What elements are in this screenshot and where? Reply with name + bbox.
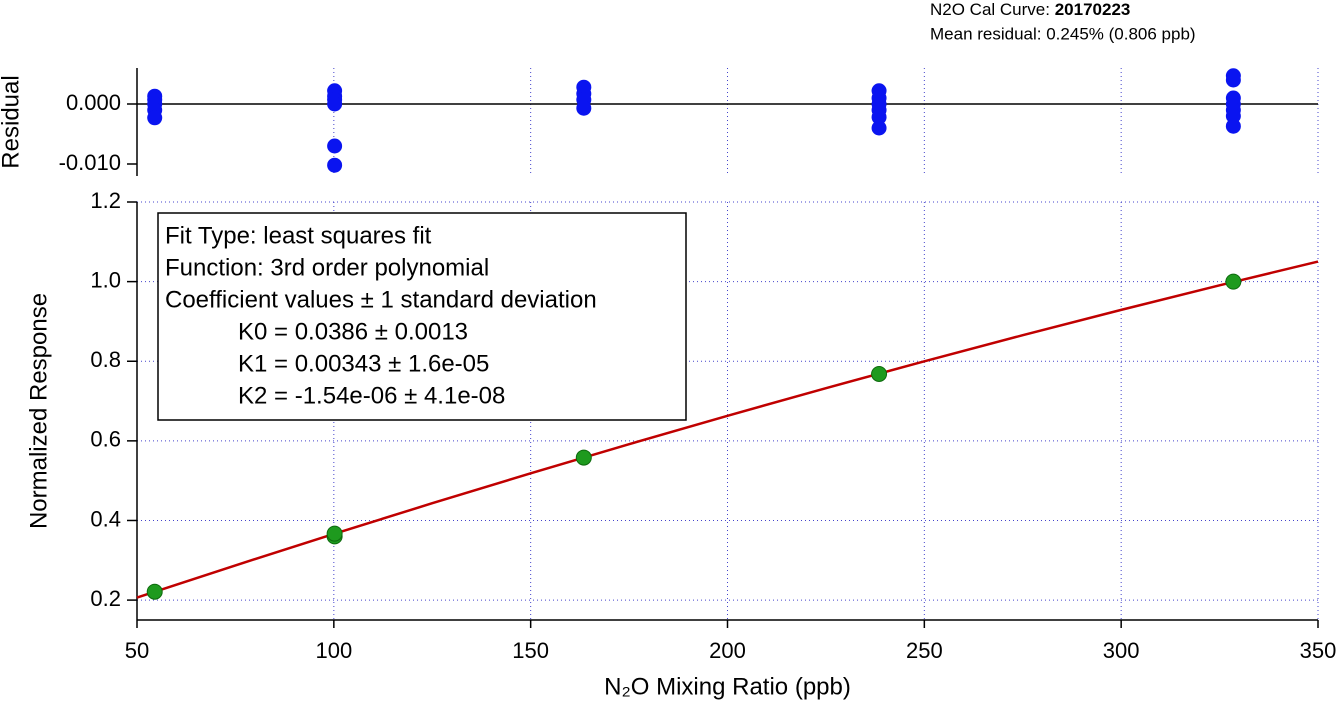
residual-point (576, 100, 592, 116)
residual-point (1225, 118, 1241, 134)
y-tick-label: 1.2 (90, 188, 121, 213)
y-tick-label: 0.000 (66, 90, 121, 115)
residual-point (147, 110, 163, 126)
y-tick-label: 1.0 (90, 267, 121, 292)
x-tick-label: 300 (1103, 638, 1140, 663)
x-axis-label: N₂O Mixing Ratio (ppb) (604, 673, 851, 700)
residual-point (327, 96, 343, 112)
residual-point (871, 109, 887, 125)
annotation-line: K2 = -1.54e-06 ± 4.1e-08 (238, 382, 505, 409)
residual-point (1225, 72, 1241, 88)
data-point (871, 365, 888, 382)
subtitle: Mean residual: 0.245% (0.806 ppb) (930, 24, 1196, 43)
residual-point (871, 120, 887, 136)
annotation-box (157, 212, 687, 421)
x-tick-label: 250 (906, 638, 943, 663)
annotation-line: Function: 3rd order polynomial (165, 254, 489, 281)
x-tick-label: 50 (125, 638, 149, 663)
y-tick-label: -0.010 (59, 150, 121, 175)
y-tick-label: 0.2 (90, 586, 121, 611)
residual-point (327, 157, 343, 173)
annotation-line: K0 = 0.0386 ± 0.0013 (238, 318, 468, 345)
x-tick-label: 350 (1300, 638, 1337, 663)
data-point (575, 449, 592, 466)
title: N2O Cal Curve: 20170223 (930, 0, 1130, 19)
y-axis-label: Residual (0, 75, 24, 168)
x-tick-label: 200 (709, 638, 746, 663)
data-point (146, 583, 163, 600)
x-tick-label: 150 (512, 638, 549, 663)
data-point (326, 525, 343, 542)
y-tick-label: 0.8 (90, 347, 121, 372)
y-tick-label: 0.6 (90, 427, 121, 452)
annotation-line: Coefficient values ± 1 standard deviatio… (165, 286, 597, 313)
annotation-line: Fit Type: least squares fit (165, 222, 432, 249)
data-point (1225, 273, 1242, 290)
y-axis-label: Normalized Response (25, 293, 52, 529)
title-prefix: N2O Cal Curve: (930, 0, 1050, 19)
y-tick-label: 0.4 (90, 506, 121, 531)
annotation-line: K1 = 0.00343 ± 1.6e-05 (238, 350, 489, 377)
residual-point (327, 138, 343, 154)
title-date: 20170223 (1055, 0, 1131, 19)
x-tick-label: 100 (315, 638, 352, 663)
